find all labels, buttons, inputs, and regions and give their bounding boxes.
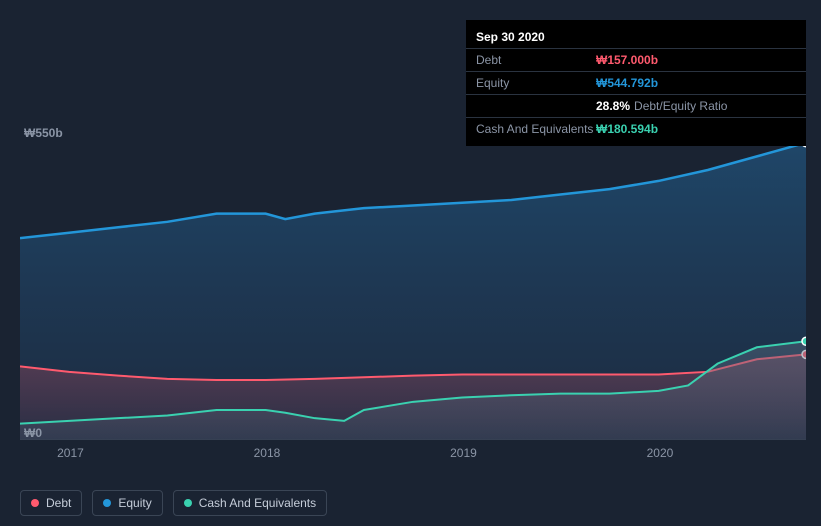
legend-item[interactable]: Equity bbox=[92, 490, 162, 516]
x-axis-label: 2019 bbox=[450, 446, 477, 460]
chart-tooltip: Sep 30 2020 Debt₩157.000bEquity₩544.792b… bbox=[466, 20, 806, 146]
tooltip-value: ₩180.594b bbox=[596, 122, 658, 136]
tooltip-row: 28.8% Debt/Equity Ratio bbox=[466, 95, 806, 118]
legend-label: Equity bbox=[118, 496, 151, 510]
tooltip-value: ₩157.000b bbox=[596, 53, 658, 67]
chart-container: Sep 30 2020 Debt₩157.000bEquity₩544.792b… bbox=[0, 0, 821, 526]
y-axis-label: ₩0 bbox=[24, 426, 42, 440]
legend-dot-icon bbox=[103, 499, 111, 507]
legend-dot-icon bbox=[31, 499, 39, 507]
x-axis-label: 2020 bbox=[647, 446, 674, 460]
tooltip-row: Cash And Equivalents₩180.594b bbox=[466, 118, 806, 140]
x-axis-label: 2017 bbox=[57, 446, 84, 460]
tooltip-label: Equity bbox=[476, 76, 596, 90]
series-end-marker bbox=[802, 337, 806, 345]
legend-dot-icon bbox=[184, 499, 192, 507]
chart-legend: Debt Equity Cash And Equivalents bbox=[20, 490, 327, 516]
tooltip-date: Sep 30 2020 bbox=[476, 30, 545, 44]
tooltip-value: 28.8% bbox=[596, 99, 630, 113]
tooltip-row: Debt₩157.000b bbox=[466, 49, 806, 72]
area-chart[interactable] bbox=[20, 140, 806, 440]
tooltip-value: ₩544.792b bbox=[596, 76, 658, 90]
legend-item[interactable]: Cash And Equivalents bbox=[173, 490, 327, 516]
tooltip-extra: Debt/Equity Ratio bbox=[634, 99, 727, 113]
tooltip-date-row: Sep 30 2020 bbox=[466, 26, 806, 49]
legend-item[interactable]: Debt bbox=[20, 490, 82, 516]
x-axis-label: 2018 bbox=[254, 446, 281, 460]
legend-label: Cash And Equivalents bbox=[199, 496, 316, 510]
legend-label: Debt bbox=[46, 496, 71, 510]
tooltip-label bbox=[476, 99, 596, 113]
y-axis-label: ₩550b bbox=[24, 126, 63, 140]
tooltip-row: Equity₩544.792b bbox=[466, 72, 806, 95]
tooltip-label: Cash And Equivalents bbox=[476, 122, 596, 136]
tooltip-label: Debt bbox=[476, 53, 596, 67]
